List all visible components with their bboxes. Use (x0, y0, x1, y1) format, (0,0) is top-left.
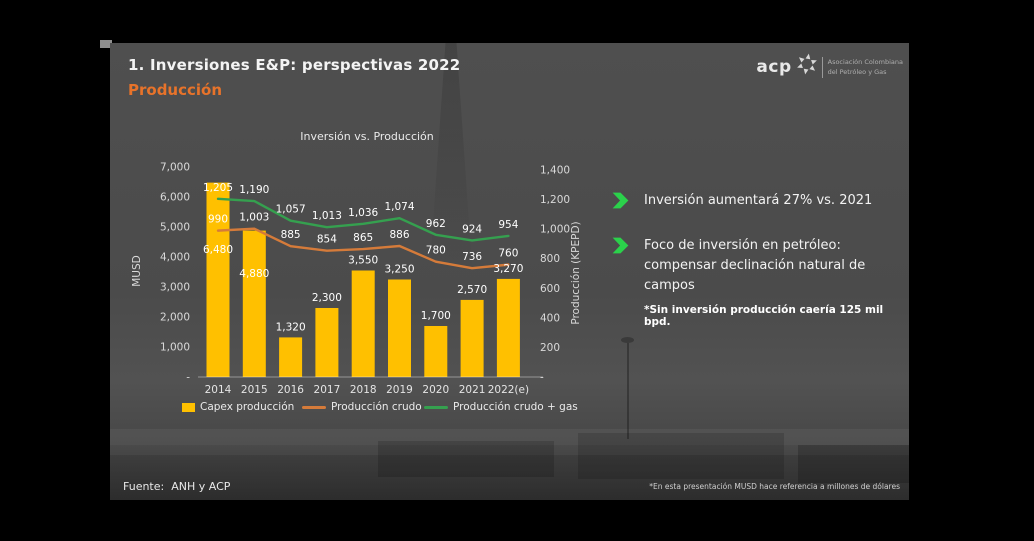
svg-text:3,250: 3,250 (384, 264, 414, 276)
svg-text:2015: 2015 (241, 384, 268, 396)
svg-text:4,000: 4,000 (160, 252, 190, 264)
insight-item: Inversión aumentará 27% vs. 2021 (610, 191, 904, 211)
svg-text:885: 885 (281, 229, 301, 241)
svg-text:2022(e): 2022(e) (488, 384, 529, 396)
acp-org-name: Asociación Colombiana del Petróleo y Gas (821, 57, 903, 78)
legend-label: Producción crudo (331, 401, 422, 413)
building-silhouette (578, 433, 784, 479)
svg-text:1,000: 1,000 (540, 224, 570, 236)
svg-text:1,400: 1,400 (540, 165, 570, 177)
svg-text:200: 200 (540, 342, 560, 354)
acp-org-line2: del Petróleo y Gas (827, 68, 887, 77)
acp-logo: acp Asociación Colombiana del Petróleo y… (756, 54, 903, 78)
insight-text: Foco de inversión en petróleo: compensar… (644, 238, 866, 294)
legend-item-capex: Capex producción (182, 401, 294, 413)
svg-text:1,190: 1,190 (239, 184, 269, 196)
insight-note: *Sin inversión producción caería 125 mil… (644, 303, 884, 328)
acp-starburst-icon (796, 54, 817, 75)
svg-text:736: 736 (462, 251, 482, 263)
svg-text:924: 924 (462, 223, 482, 235)
svg-text:2018: 2018 (350, 384, 377, 396)
svg-text:2020: 2020 (422, 384, 449, 396)
svg-text:1,013: 1,013 (312, 210, 342, 222)
svg-text:3,270: 3,270 (493, 263, 523, 275)
svg-text:1,074: 1,074 (384, 201, 414, 213)
svg-text:1,700: 1,700 (421, 310, 451, 322)
svg-text:1,057: 1,057 (276, 204, 306, 216)
building-silhouette (798, 445, 909, 483)
svg-text:800: 800 (540, 253, 560, 265)
svg-text:Producción (KPEPD): Producción (KPEPD) (570, 221, 582, 324)
legend-item-crudo: Producción crudo (302, 401, 422, 413)
svg-text:962: 962 (426, 218, 446, 230)
screen-artifact (100, 40, 112, 48)
acp-org-line1: Asociación Colombiana (827, 58, 903, 66)
legend-swatch-bar (182, 402, 195, 412)
chart-title: Inversión vs. Producción (300, 130, 434, 143)
svg-text:2019: 2019 (386, 384, 413, 396)
acp-logo-text: acp (756, 57, 792, 78)
svg-text:3,000: 3,000 (160, 282, 190, 294)
svg-text:1,003: 1,003 (239, 212, 269, 224)
svg-text:5,000: 5,000 (160, 222, 190, 234)
legend-item-crudo-gas: Producción crudo + gas (424, 401, 578, 413)
svg-text:990: 990 (208, 214, 228, 226)
light-pole-silhouette (627, 343, 629, 439)
chevron-icon (612, 237, 629, 254)
svg-text:865: 865 (353, 232, 373, 244)
legend-swatch-line-crudo-gas (424, 405, 448, 409)
svg-text:400: 400 (540, 312, 560, 324)
insight-text: Inversión aumentará 27% vs. 2021 (644, 193, 873, 208)
svg-text:886: 886 (389, 229, 409, 241)
svg-text:954: 954 (498, 219, 518, 231)
legend-label: Producción crudo + gas (453, 401, 578, 413)
svg-text:854: 854 (317, 234, 337, 246)
insights-panel: Inversión aumentará 27% vs. 2021 Foco de… (610, 191, 904, 328)
svg-text:1,200: 1,200 (540, 194, 570, 206)
legend-swatch-line-crudo (302, 405, 326, 409)
building-silhouette (378, 441, 554, 477)
light-pole-lamp (621, 337, 634, 343)
footnote: *En esta presentación MUSD hace referenc… (649, 482, 900, 491)
svg-text:-: - (186, 372, 190, 384)
svg-text:1,000: 1,000 (160, 342, 190, 354)
svg-text:2016: 2016 (277, 384, 304, 396)
svg-text:760: 760 (498, 248, 518, 260)
svg-text:6,000: 6,000 (160, 192, 190, 204)
svg-text:3,550: 3,550 (348, 255, 378, 267)
ground-silhouette (110, 445, 909, 500)
slide-title: 1. Inversiones E&P: perspectivas 2022 (128, 56, 461, 74)
svg-text:6,480: 6,480 (203, 244, 233, 256)
svg-text:7,000: 7,000 (160, 162, 190, 174)
svg-text:780: 780 (426, 245, 446, 257)
svg-text:600: 600 (540, 283, 560, 295)
svg-text:1,205: 1,205 (203, 182, 233, 194)
svg-text:1,320: 1,320 (276, 321, 306, 333)
combo-chart: 6,480 4,880 1,320 2,300 3,550 3,250 1,700 2,570… (131, 162, 582, 397)
svg-text:MUSD: MUSD (131, 255, 143, 287)
insight-item: Foco de inversión en petróleo: compensar… (610, 236, 904, 328)
svg-text:2,000: 2,000 (160, 312, 190, 324)
slide-subtitle: Producción (128, 81, 223, 99)
background-photo (110, 43, 909, 500)
svg-text:2,570: 2,570 (457, 284, 487, 296)
chart-legend: Capex producción Producción crudo Produc… (110, 401, 596, 419)
svg-text:4,880: 4,880 (239, 268, 269, 280)
legend-label: Capex producción (200, 401, 295, 413)
svg-text:2,300: 2,300 (312, 292, 342, 304)
chevron-icon (612, 192, 629, 209)
svg-text:-: - (540, 372, 544, 384)
source-label: Fuente: ANH y ACP (123, 480, 231, 493)
svg-text:2014: 2014 (205, 384, 232, 396)
svg-text:1,036: 1,036 (348, 207, 378, 219)
horizon-haze (110, 429, 909, 455)
svg-text:2021: 2021 (459, 384, 486, 396)
svg-text:2017: 2017 (314, 384, 341, 396)
presentation-slide: 1. Inversiones E&P: perspectivas 2022 Pr… (110, 43, 909, 500)
